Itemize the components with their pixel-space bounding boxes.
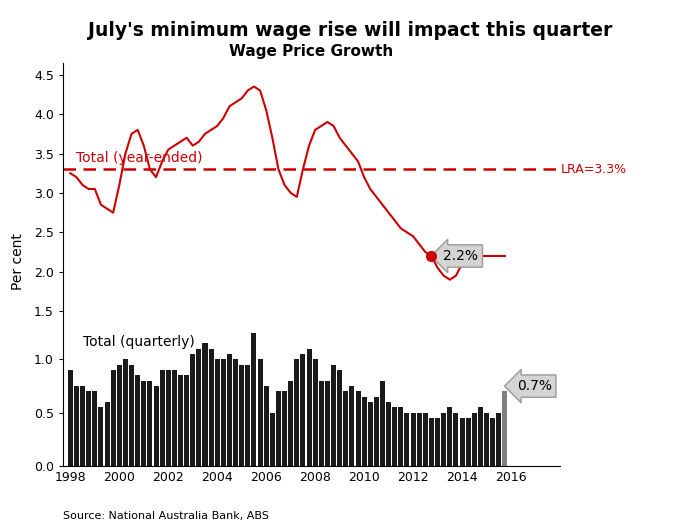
Bar — [227, 354, 232, 466]
Bar — [300, 354, 305, 466]
Bar — [356, 391, 360, 466]
Bar — [454, 413, 458, 466]
Bar — [245, 365, 251, 466]
Bar — [368, 402, 373, 466]
Bar — [423, 413, 428, 466]
Bar — [398, 408, 403, 466]
Bar — [258, 359, 262, 466]
Bar — [386, 402, 391, 466]
Bar — [337, 370, 342, 466]
Bar — [251, 333, 256, 466]
Bar — [92, 391, 97, 466]
Bar — [178, 375, 183, 466]
Text: Per cent: Per cent — [10, 234, 25, 290]
Bar — [447, 408, 452, 466]
Bar — [503, 391, 507, 466]
Bar — [441, 413, 446, 466]
Bar — [429, 418, 434, 466]
Bar — [472, 413, 477, 466]
Bar — [233, 359, 238, 466]
Bar — [307, 348, 312, 466]
Bar — [184, 375, 189, 466]
Bar — [172, 370, 177, 466]
Bar — [343, 391, 349, 466]
Bar — [496, 413, 501, 466]
Bar — [197, 348, 202, 466]
Bar — [153, 386, 158, 466]
Bar — [99, 408, 104, 466]
Bar — [86, 391, 91, 466]
Bar — [202, 343, 207, 466]
Bar — [416, 413, 421, 466]
Bar — [313, 359, 318, 466]
Bar — [104, 402, 110, 466]
Bar — [276, 391, 281, 466]
Text: Source: National Australia Bank, ABS: Source: National Australia Bank, ABS — [63, 511, 269, 521]
Bar — [148, 381, 153, 466]
Bar — [466, 418, 470, 466]
Text: July's minimum wage rise will impact this quarter: July's minimum wage rise will impact thi… — [88, 21, 612, 40]
Bar — [160, 370, 164, 466]
Bar — [74, 386, 79, 466]
Bar — [318, 381, 324, 466]
Bar — [349, 386, 354, 466]
Text: 2.2%: 2.2% — [443, 249, 478, 263]
Bar — [215, 359, 220, 466]
Bar — [288, 381, 293, 466]
Bar — [239, 365, 244, 466]
Bar — [123, 359, 128, 466]
Bar — [325, 381, 330, 466]
Bar — [294, 359, 300, 466]
Bar — [68, 370, 73, 466]
Text: LRA=3.3%: LRA=3.3% — [561, 163, 627, 176]
Bar — [117, 365, 122, 466]
Text: Total (year-ended): Total (year-ended) — [76, 151, 203, 166]
Bar — [166, 370, 171, 466]
Bar — [435, 418, 440, 466]
Title: Wage Price Growth: Wage Price Growth — [230, 44, 393, 59]
Bar — [282, 391, 287, 466]
Bar — [460, 418, 465, 466]
Text: 0.7%: 0.7% — [517, 379, 552, 393]
Bar — [374, 397, 379, 466]
Bar — [405, 413, 409, 466]
Bar — [111, 370, 116, 466]
Bar — [80, 386, 85, 466]
Bar — [484, 413, 489, 466]
Bar — [190, 354, 195, 466]
Bar — [392, 408, 398, 466]
Bar — [264, 386, 269, 466]
Bar — [411, 413, 416, 466]
Bar — [209, 348, 214, 466]
Bar — [490, 418, 495, 466]
Bar — [478, 408, 483, 466]
Text: Total (quarterly): Total (quarterly) — [83, 335, 195, 348]
Bar — [135, 375, 140, 466]
Bar — [141, 381, 146, 466]
Bar — [270, 413, 275, 466]
Bar — [331, 365, 336, 466]
Bar — [221, 359, 226, 466]
Bar — [362, 397, 367, 466]
Bar — [380, 381, 385, 466]
Bar — [129, 365, 134, 466]
